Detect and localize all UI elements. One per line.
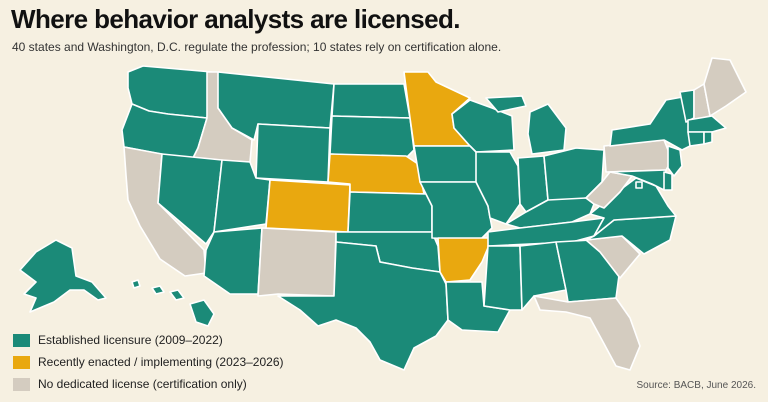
state-ri [703, 131, 713, 145]
state-me [703, 57, 747, 117]
legend-item-established: Established licensure (2009–2022) [13, 329, 283, 351]
legend-item-none: No dedicated license (certification only… [13, 373, 283, 395]
state-ny [609, 95, 695, 151]
state-ks [347, 191, 433, 233]
legend: Established licensure (2009–2022) Recent… [13, 329, 283, 395]
state-nj [667, 145, 683, 177]
state-ak [19, 239, 107, 313]
state-hi [131, 279, 215, 327]
state-wv [585, 171, 633, 209]
state-co [265, 179, 351, 233]
state-ma [687, 115, 727, 133]
state-la [445, 281, 511, 333]
state-ia [413, 145, 481, 183]
legend-swatch-established [13, 333, 30, 347]
state-de [663, 171, 673, 191]
state-az [203, 227, 263, 295]
state-ct [687, 131, 705, 147]
state-mi [485, 95, 567, 155]
page-subtitle: 40 states and Washington, D.C. regulate … [12, 40, 502, 54]
state-nv [157, 153, 223, 245]
state-ar [437, 237, 493, 283]
state-wi [451, 99, 515, 153]
state-tx [277, 241, 449, 371]
legend-label: No dedicated license (certification only… [38, 377, 247, 391]
state-nd [331, 83, 411, 119]
state-ms [483, 245, 523, 311]
legend-label: Recently enacted / implementing (2023–20… [38, 355, 284, 369]
legend-swatch-recent [13, 355, 30, 369]
state-sd [329, 115, 415, 159]
legend-swatch-none [13, 377, 30, 391]
state-al [519, 241, 567, 311]
state-fl [533, 295, 641, 371]
legend-label: Established licensure (2009–2022) [38, 333, 223, 347]
state-md [609, 169, 667, 191]
legend-item-recent: Recently enacted / implementing (2023–20… [13, 351, 283, 373]
page-title: Where behavior analysts are licensed. [11, 4, 461, 34]
state-nm [257, 227, 337, 297]
state-dc [635, 181, 643, 189]
source-note: Source: BACB, June 2026. [636, 380, 756, 391]
state-wy [255, 123, 331, 183]
